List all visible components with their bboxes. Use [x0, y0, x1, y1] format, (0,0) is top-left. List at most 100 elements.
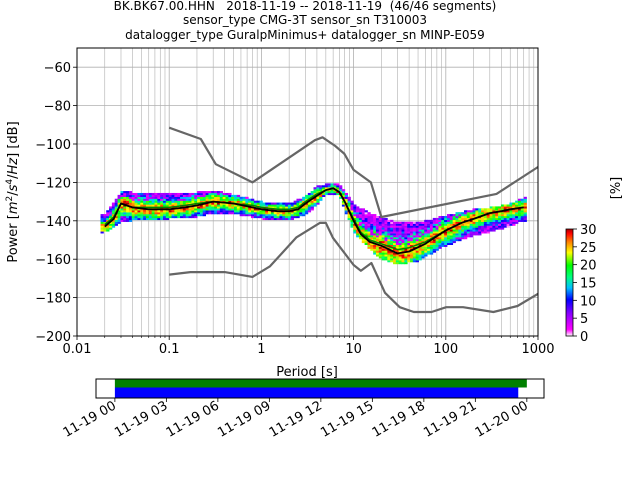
heatmap-cell	[350, 206, 354, 209]
heatmap-cell	[310, 192, 314, 196]
heatmap-cell	[245, 208, 249, 211]
heatmap-cell	[128, 214, 133, 217]
heatmap-cell	[245, 198, 249, 201]
heatmap-cell	[111, 208, 116, 211]
heatmap-cell	[418, 231, 422, 234]
heatmap-cell	[395, 262, 400, 265]
heatmap-cell	[188, 198, 192, 201]
heatmap-cell	[191, 200, 195, 203]
heatmap-cell	[353, 231, 357, 234]
heatmap-cell	[523, 208, 527, 211]
heatmap-cell	[282, 212, 286, 215]
heatmap-cell	[245, 212, 249, 215]
heatmap-cell	[410, 254, 414, 257]
heatmap-cell	[421, 231, 425, 234]
heatmap-cell	[393, 256, 397, 259]
heatmap-cell	[185, 210, 189, 213]
heatmap-cell	[123, 196, 127, 199]
heatmap-cell	[191, 206, 195, 209]
heatmap-cell	[393, 231, 397, 234]
heatmap-cell	[418, 254, 422, 257]
heatmap-cell	[242, 200, 246, 203]
heatmap-cell	[503, 223, 508, 226]
heatmap-cell	[432, 221, 437, 224]
heatmap-cell	[461, 233, 465, 236]
heatmap-cell	[478, 231, 482, 234]
heatmap-cell	[481, 229, 485, 232]
heatmap-cell	[174, 212, 178, 215]
heatmap-cell	[313, 198, 317, 201]
heatmap-cell	[478, 233, 482, 236]
heatmap-cell	[404, 252, 408, 255]
heatmap-cell	[506, 225, 510, 228]
heatmap-cell	[378, 246, 383, 249]
heatmap-cell	[506, 214, 510, 217]
heatmap-cell	[120, 204, 124, 207]
heatmap-cell	[486, 221, 490, 224]
heatmap-cell	[285, 202, 289, 205]
heatmap-cell	[373, 244, 377, 247]
heatmap-cell	[441, 229, 445, 232]
heatmap-cell	[256, 216, 260, 219]
heatmap-cell	[398, 239, 402, 242]
heatmap-cell	[137, 212, 141, 215]
heatmap-cell	[438, 242, 442, 245]
heatmap-cell	[438, 225, 442, 228]
heatmap-cell	[373, 237, 377, 240]
heatmap-cell	[441, 233, 445, 236]
heatmap-cell	[520, 210, 525, 213]
heatmap-cell	[475, 219, 479, 222]
heatmap-cell	[174, 200, 178, 203]
heatmap-cell	[208, 210, 212, 213]
heatmap-cell	[251, 198, 255, 201]
heatmap-cell	[140, 200, 144, 203]
heatmap-cell	[293, 216, 297, 219]
heatmap-cell	[444, 216, 448, 219]
heatmap-cell	[495, 227, 499, 230]
heatmap-cell	[163, 192, 167, 196]
heatmap-cell	[137, 208, 141, 211]
heatmap-cell	[319, 189, 323, 192]
heatmap-cell	[208, 206, 212, 209]
heatmap-cell	[353, 204, 357, 207]
heatmap-cell	[427, 242, 431, 245]
heatmap-cell	[165, 200, 170, 203]
heatmap-cell	[446, 217, 451, 221]
heatmap-cell	[415, 240, 419, 244]
heatmap-cell	[387, 225, 391, 228]
heatmap-cell	[486, 223, 490, 226]
heatmap-cell	[401, 262, 405, 265]
heatmap-cell	[398, 246, 402, 249]
heatmap-cell	[109, 227, 113, 230]
heatmap-cell	[393, 240, 397, 244]
heatmap-cell	[404, 262, 408, 265]
heatmap-cell	[486, 219, 490, 222]
heatmap-cell	[481, 219, 485, 222]
heatmap-cell	[182, 214, 187, 217]
heatmap-cell	[464, 237, 468, 240]
heatmap-cell	[245, 214, 249, 217]
heatmap-cell	[407, 260, 411, 263]
heatmap-cell	[429, 250, 434, 253]
heatmap-cell	[302, 210, 306, 213]
heatmap-cell	[299, 210, 303, 213]
heatmap-cell	[304, 198, 309, 201]
heatmap-cell	[316, 196, 320, 199]
heatmap-cell	[304, 196, 309, 199]
heatmap-cell	[375, 217, 380, 221]
heatmap-cell	[304, 210, 309, 213]
heatmap-cell	[165, 202, 170, 205]
heatmap-cell	[290, 206, 295, 209]
heatmap-cell	[245, 210, 249, 213]
heatmap-cell	[157, 194, 161, 197]
heatmap-cell	[120, 208, 124, 211]
heatmap-cell	[214, 194, 218, 197]
heatmap-cell	[316, 198, 320, 201]
heatmap-cell	[492, 217, 496, 221]
heatmap-cell	[364, 217, 368, 221]
heatmap-cell	[216, 198, 221, 201]
heatmap-cell	[515, 206, 519, 209]
heatmap-cell	[458, 212, 462, 215]
heatmap-cell	[418, 250, 422, 253]
heatmap-cell	[412, 252, 417, 255]
